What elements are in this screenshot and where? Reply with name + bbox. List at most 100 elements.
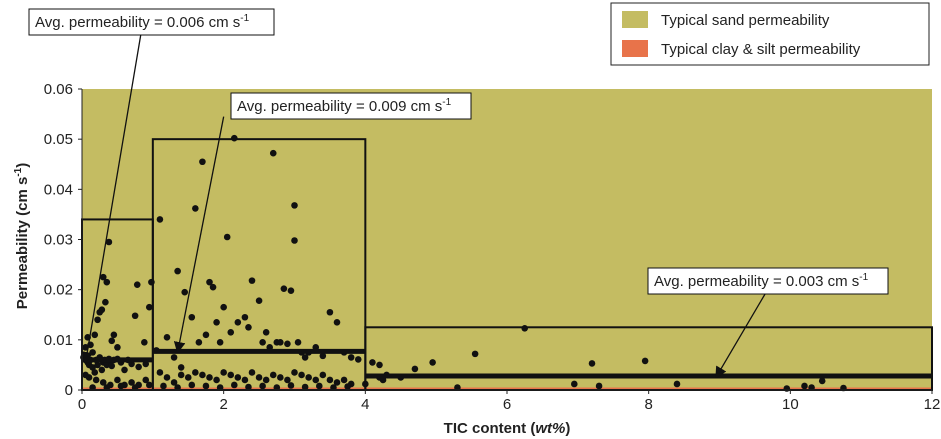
data-point [188,313,196,321]
data-point [181,288,189,296]
data-point [160,382,167,390]
data-point [131,312,139,320]
data-point [108,362,116,370]
data-point [262,329,270,336]
data-point [429,359,436,366]
y-tick-label: 0.01 [44,332,73,349]
y-tick-label: 0.03 [44,232,73,249]
data-point [99,379,107,386]
data-point [595,382,603,390]
data-point [177,371,185,379]
data-point [184,374,192,381]
data-point [291,202,298,209]
data-point [213,318,220,326]
data-point [326,376,334,384]
data-point [177,364,185,371]
data-point [241,313,249,321]
data-point [163,334,171,341]
data-point [174,267,181,275]
data-point [277,374,284,381]
y-tick-label: 0.06 [44,81,73,98]
data-point [99,273,107,281]
background-bands [82,89,932,390]
legend: Typical sand permeability Typical clay &… [610,2,930,66]
data-point [227,329,235,336]
annotation-box-2 [647,267,889,295]
annotation-text-2: Avg. permeability = 0.003 cm s-1 [654,272,869,290]
band-0 [82,89,932,388]
data-point [163,374,171,381]
data-point [114,344,121,351]
data-point [192,369,199,376]
data-point [141,339,148,346]
data-point [284,376,291,384]
data-point [234,318,242,326]
data-point [319,352,327,360]
data-point [319,371,327,379]
annotation-arrow-2 [715,286,770,379]
x-axis-title: TIC content (wt%) [444,420,571,437]
data-point [340,376,348,384]
data-point [209,283,217,291]
data-point [280,285,288,292]
data-point [333,318,341,326]
data-point [142,376,150,384]
y-tick-label: 0.04 [44,181,73,198]
data-point [291,237,298,244]
data-point [255,374,263,381]
x-tick-label: 12 [924,396,941,413]
data-point [223,233,231,241]
data-point [117,382,125,390]
x-tick-label: 0 [78,396,86,413]
data-point [188,381,196,389]
data-point [259,382,266,390]
data-point [156,216,164,223]
data-point [287,382,295,389]
data-point [305,374,312,381]
data-point [284,340,291,348]
data-point [85,374,93,381]
data-point [521,324,529,332]
data-point [102,298,109,306]
data-point [588,360,596,367]
data-point [220,303,227,311]
data-point [315,382,323,390]
data-point [354,356,362,363]
data-point [269,371,277,379]
legend-swatch-clay [622,40,648,57]
data-point [326,308,334,316]
y-tick-label: 0.05 [44,131,73,148]
data-point [248,277,256,284]
data-point [312,376,320,384]
data-point [91,331,99,339]
data-point [234,374,242,381]
data-point [121,366,128,374]
data-point [98,306,106,314]
data-point [471,350,479,358]
data-point [195,339,203,346]
data-point [294,339,302,346]
data-point [94,361,101,369]
tick-labels: 0 2 4 6 8 10 12 0 0.01 0.02 0.03 0.04 0.05 0.06 [44,81,941,413]
data-point [369,359,376,366]
data-point [344,383,351,390]
data-point [199,371,206,379]
data-point [411,365,419,373]
data-point [255,297,263,305]
data-point [287,287,295,294]
data-point [128,379,135,386]
data-point [301,354,309,361]
data-point [192,205,199,212]
data-point [110,331,118,339]
data-point [156,369,164,376]
data-point [108,337,116,345]
y-axis-title: Permeability (cm s-1) [13,163,31,309]
legend-label-sand: Typical sand permeability [661,12,830,29]
data-point [301,383,309,391]
annotation-text-1: Avg. permeability = 0.009 cm s-1 [237,97,452,115]
data-point [89,364,96,371]
data-point [230,381,238,389]
legend-label-clay: Typical clay & silt permeability [661,41,861,58]
data-point [202,382,210,390]
